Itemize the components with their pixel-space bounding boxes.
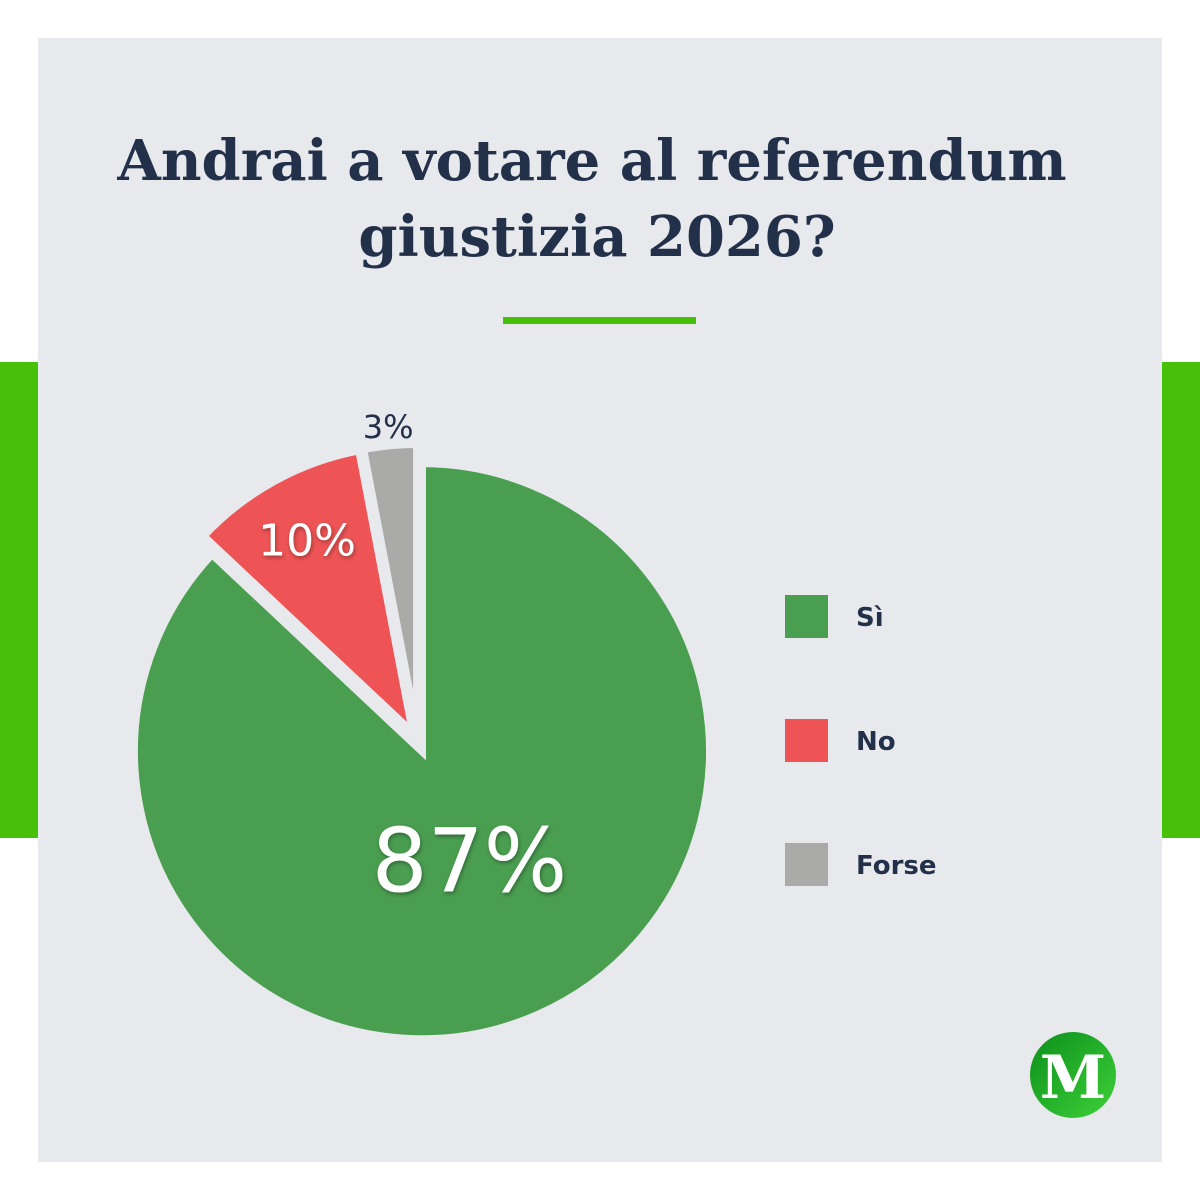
data-label: 10% — [258, 515, 356, 566]
legend-swatch — [785, 843, 828, 886]
chart-title: Andrai a votare al referendum — [116, 128, 1066, 194]
logo — [1030, 1032, 1116, 1118]
legend-swatch — [785, 595, 828, 638]
logo-letter: M — [1040, 1043, 1106, 1113]
legend: Sì No Forse — [785, 595, 937, 886]
pie: 87% 10% 3% — [130, 408, 714, 1044]
legend-swatch — [785, 719, 828, 762]
legend-label: No — [856, 727, 896, 757]
title-underline — [503, 317, 696, 324]
legend-label: Sì — [856, 603, 884, 633]
legend-label: Forse — [856, 851, 937, 881]
data-label: 87% — [372, 810, 568, 913]
pie-slice — [130, 459, 714, 1044]
pie-slice — [197, 445, 420, 745]
side-bar — [0, 362, 38, 838]
side-bar — [1162, 362, 1200, 838]
chart-title: giustizia 2026? — [358, 204, 835, 270]
data-label: 3% — [363, 408, 414, 446]
pie-slice — [358, 440, 422, 733]
